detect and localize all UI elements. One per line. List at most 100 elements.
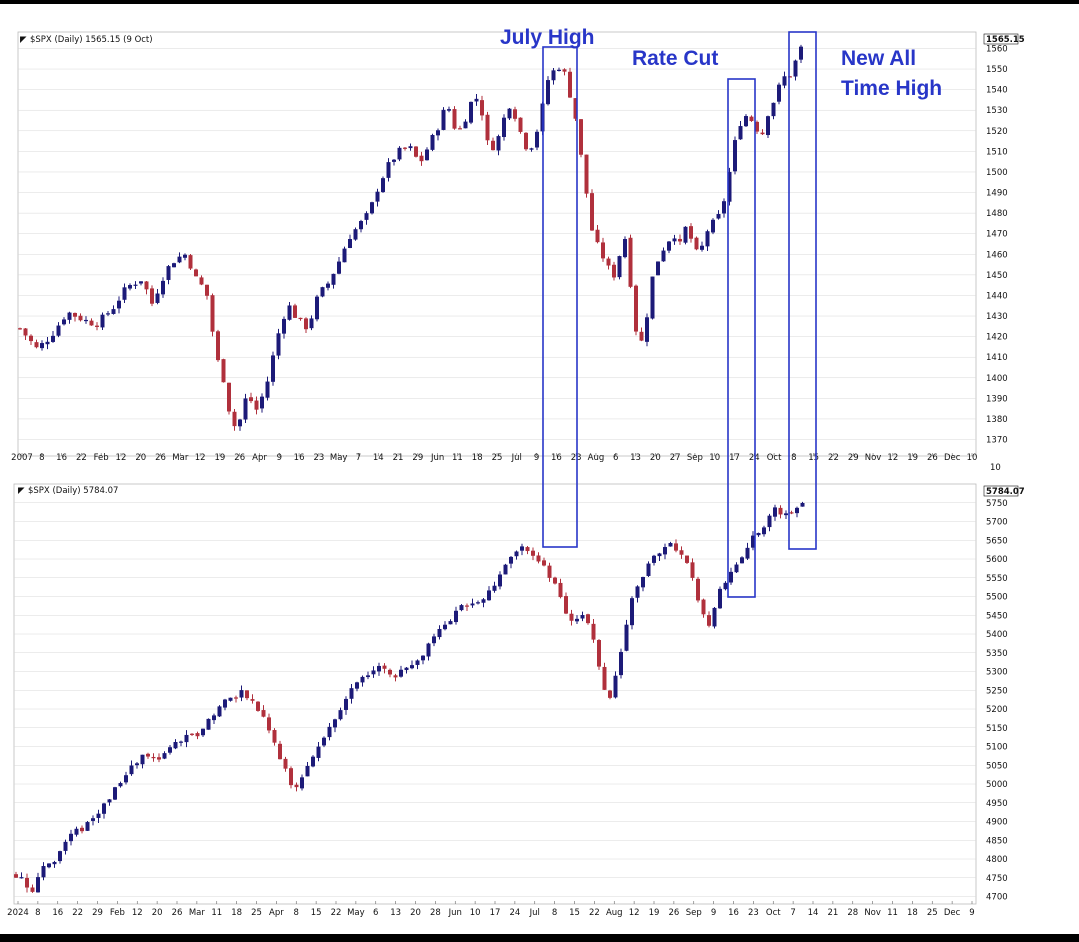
candle-body — [448, 621, 453, 625]
candle-body — [547, 565, 552, 578]
candle-body — [377, 665, 381, 672]
x-tick-label: 18 — [907, 908, 918, 918]
x-tick-label: 25 — [492, 453, 503, 463]
candle-body — [206, 718, 211, 730]
candle-body — [212, 715, 216, 721]
candle-body — [370, 202, 374, 214]
candle-body — [663, 547, 667, 555]
candle-body — [696, 578, 700, 601]
candle-body — [227, 382, 231, 412]
candle-body — [751, 535, 755, 548]
candle-body — [216, 331, 220, 361]
candle-body — [778, 507, 783, 515]
x-tick-label: 16 — [52, 908, 63, 918]
candle-body — [458, 128, 462, 130]
candle-body — [502, 117, 506, 137]
candle-body — [722, 201, 726, 214]
panel-2024: 4700 4750 4800 4850 4900 4950 5000 5050 5100 5150… — [7, 483, 1025, 918]
y-tick-label: 1500 — [986, 168, 1008, 178]
y-tick-label: 5500 — [986, 593, 1008, 603]
x-tick-label: 23 — [571, 453, 582, 463]
candle-body — [700, 245, 704, 250]
candle-body — [443, 624, 447, 630]
candle-body — [723, 582, 728, 590]
x-tick-label: 8 — [791, 453, 796, 463]
candle-body — [789, 512, 794, 514]
x-tick-label: 13 — [390, 908, 401, 918]
candle-body — [639, 331, 644, 341]
x-tick-label: 19 — [215, 453, 226, 463]
x-tick-label: 19 — [907, 453, 918, 463]
candle-body — [128, 285, 132, 289]
x-tick-label: 22 — [828, 453, 839, 463]
candle-body — [481, 599, 486, 603]
y-tick-label: 1550 — [986, 65, 1008, 75]
y-tick-label: 1440 — [986, 291, 1008, 301]
candle-body — [727, 171, 732, 202]
candle-body — [766, 116, 770, 136]
candle-body — [168, 747, 172, 753]
x-tick-label: 13 — [630, 453, 641, 463]
x-tick-label: 9 — [277, 453, 282, 463]
candle-body — [80, 827, 84, 832]
x-tick-label: 22 — [589, 908, 600, 918]
candle-body — [667, 241, 671, 251]
candle-body — [652, 555, 656, 563]
candle-body — [536, 555, 541, 562]
candle-body — [250, 699, 255, 701]
candle-body — [793, 60, 798, 77]
candle-body — [14, 874, 18, 878]
candle-body — [107, 799, 112, 803]
candle-body — [144, 281, 149, 290]
candle-body — [29, 335, 33, 342]
candle-body — [553, 577, 557, 584]
candle-body — [217, 706, 222, 717]
candle-body — [436, 130, 440, 136]
candle-body — [388, 669, 392, 675]
y-tick-label: 5450 — [986, 611, 1008, 621]
candle-body — [573, 98, 578, 119]
candle-body — [245, 690, 249, 699]
candle-body — [265, 381, 270, 398]
candle-body — [195, 733, 200, 737]
candle-body — [734, 564, 739, 573]
x-tick-label: 10 — [470, 908, 481, 918]
candle-body — [557, 69, 561, 71]
candle-body — [470, 603, 475, 606]
candle-body — [419, 155, 424, 162]
candle-body — [634, 285, 638, 332]
y-tick-label: 5300 — [986, 668, 1008, 678]
x-tick-label: 8 — [294, 908, 299, 918]
y-tick-label: 1430 — [986, 312, 1008, 322]
candle-body — [333, 719, 337, 728]
x-tick-label: 26 — [234, 453, 245, 463]
candle-body — [254, 400, 259, 410]
candle-body — [661, 250, 666, 262]
candle-body — [100, 314, 105, 328]
candle-body — [635, 586, 640, 598]
candle-body — [733, 140, 737, 172]
candle-body — [784, 513, 788, 516]
candle-body — [287, 305, 292, 320]
y-tick-label: 5250 — [986, 686, 1008, 696]
candle-body — [683, 226, 688, 243]
candle-body — [223, 699, 227, 708]
candle-body — [155, 293, 160, 303]
candle-body — [668, 543, 673, 547]
candle-body — [397, 147, 402, 160]
y-tick-label: 1490 — [986, 189, 1008, 199]
candle-body — [172, 263, 176, 268]
panel-2007-title: $SPX (Daily) 1565.15 (9 Oct) — [30, 35, 153, 45]
candle-body — [529, 148, 534, 150]
candle-body — [749, 116, 754, 122]
candle-body — [30, 887, 35, 892]
x-tick-label: 29 — [412, 453, 423, 463]
annotation-new-all-time-high-line-1: New All — [841, 47, 916, 70]
x-tick-label: 15 — [569, 908, 580, 918]
y-tick-label: 1460 — [986, 250, 1008, 260]
x-tick-label: 15 — [808, 453, 819, 463]
x-tick-label: 16 — [56, 453, 67, 463]
y-tick-label: 5350 — [986, 649, 1008, 659]
candle-body — [606, 258, 611, 266]
